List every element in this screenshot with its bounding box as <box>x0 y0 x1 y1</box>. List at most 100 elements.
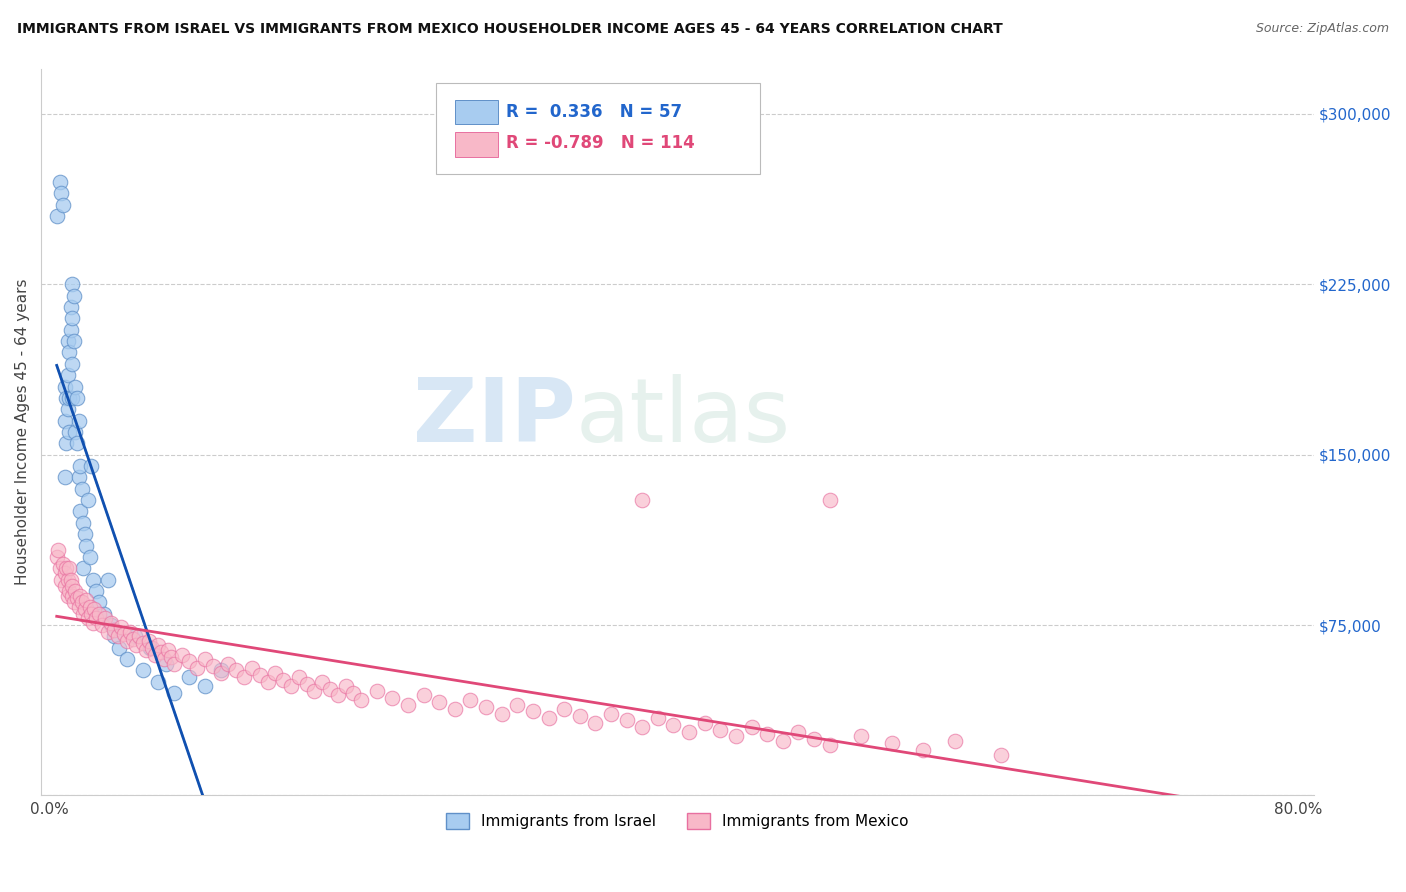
Point <box>69 589 91 603</box>
Point <box>69 504 91 518</box>
Point <box>63 595 86 609</box>
Point <box>990 747 1012 762</box>
Point <box>124 629 146 643</box>
Point <box>56 402 79 417</box>
Point <box>58 345 80 359</box>
Point <box>72 561 94 575</box>
Point <box>150 645 173 659</box>
Point <box>107 629 129 643</box>
Point <box>194 652 217 666</box>
Point <box>787 724 810 739</box>
Point <box>87 607 110 621</box>
Point <box>72 607 94 621</box>
Point <box>83 602 105 616</box>
Point <box>115 652 138 666</box>
Point <box>179 654 201 668</box>
Point <box>662 718 685 732</box>
Point <box>179 670 201 684</box>
Point <box>112 627 135 641</box>
Point <box>58 391 80 405</box>
Point <box>218 657 240 671</box>
Point <box>304 684 326 698</box>
Point <box>880 736 903 750</box>
Point <box>912 743 935 757</box>
Point <box>209 665 232 680</box>
Text: R =  0.336   N = 57: R = 0.336 N = 57 <box>506 103 682 120</box>
Point <box>66 436 89 450</box>
Point <box>631 720 654 734</box>
Point <box>342 686 364 700</box>
Point <box>66 591 89 605</box>
Point <box>52 557 75 571</box>
Point <box>53 470 76 484</box>
Point <box>616 714 638 728</box>
Point <box>67 414 90 428</box>
Point <box>79 549 101 564</box>
Point <box>100 618 122 632</box>
Point <box>108 640 131 655</box>
Point <box>772 734 794 748</box>
Point <box>67 599 90 614</box>
Point <box>82 573 104 587</box>
Point <box>186 661 208 675</box>
Point <box>249 668 271 682</box>
Point <box>326 689 349 703</box>
Point <box>491 706 513 721</box>
Point <box>75 593 97 607</box>
Point <box>45 549 67 564</box>
Point <box>103 623 125 637</box>
Point <box>51 573 73 587</box>
Point <box>460 693 482 707</box>
Point <box>60 579 83 593</box>
Point <box>125 639 148 653</box>
Point <box>280 679 302 693</box>
Point <box>568 709 591 723</box>
Point <box>75 539 97 553</box>
Point <box>45 209 67 223</box>
Point <box>444 702 467 716</box>
Point <box>631 493 654 508</box>
Point <box>741 720 763 734</box>
Point <box>143 648 166 662</box>
Point <box>67 470 90 484</box>
Point <box>46 543 69 558</box>
Point <box>52 198 75 212</box>
Point <box>475 699 498 714</box>
Point <box>91 618 114 632</box>
Point <box>51 186 73 201</box>
Point <box>396 698 419 712</box>
Point <box>110 620 132 634</box>
Point <box>70 595 93 609</box>
Point <box>53 379 76 393</box>
Point <box>82 615 104 630</box>
Point <box>287 670 309 684</box>
Point <box>56 573 79 587</box>
Point <box>256 674 278 689</box>
Point <box>131 636 153 650</box>
Point <box>80 607 103 621</box>
Point <box>97 573 120 587</box>
Text: IMMIGRANTS FROM ISRAEL VS IMMIGRANTS FROM MEXICO HOUSEHOLDER INCOME AGES 45 - 64: IMMIGRANTS FROM ISRAEL VS IMMIGRANTS FRO… <box>17 22 1002 37</box>
Point <box>49 175 72 189</box>
FancyBboxPatch shape <box>454 100 498 125</box>
Point <box>271 673 294 687</box>
Point <box>55 391 77 405</box>
Point <box>65 584 87 599</box>
Point <box>65 379 87 393</box>
Text: R = -0.789   N = 114: R = -0.789 N = 114 <box>506 134 695 152</box>
Point <box>849 729 872 743</box>
Point <box>803 731 825 746</box>
Point <box>159 649 181 664</box>
Point <box>583 715 606 730</box>
Point <box>522 704 544 718</box>
Point <box>678 724 700 739</box>
Point <box>233 670 256 684</box>
Text: Source: ZipAtlas.com: Source: ZipAtlas.com <box>1256 22 1389 36</box>
Point <box>103 629 125 643</box>
Point <box>84 584 107 599</box>
Point <box>79 599 101 614</box>
Point <box>58 425 80 439</box>
Point <box>70 482 93 496</box>
Point <box>53 566 76 580</box>
Point <box>60 391 83 405</box>
